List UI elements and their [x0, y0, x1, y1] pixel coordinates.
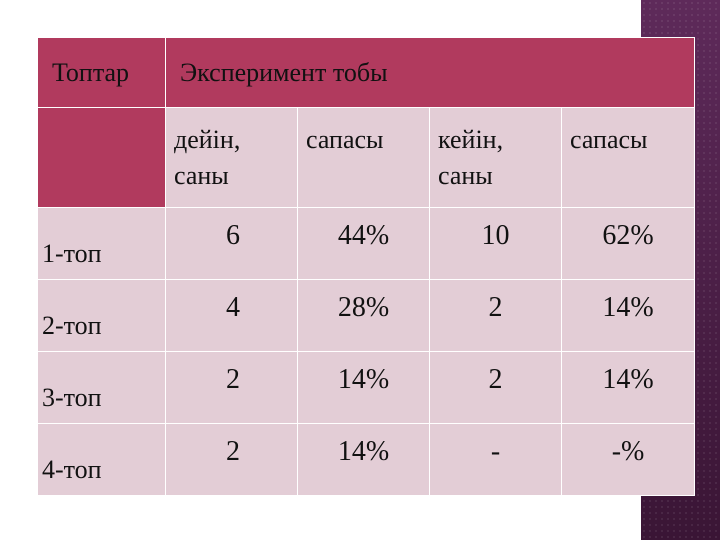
experiment-results-table: Топтар Эксперимент тобы дейін, саны сапа… — [37, 37, 696, 496]
row-1-before-count: 6 — [165, 207, 298, 280]
subheader-before-count: дейін, саны — [165, 107, 298, 208]
row-1-after-count: 10 — [429, 207, 562, 280]
row-label-group-4: 4-топ — [37, 423, 166, 496]
row-2-after-count: 2 — [429, 279, 562, 352]
row-label-group-2: 2-топ — [37, 279, 166, 352]
row-4-before-quality: 14% — [297, 423, 430, 496]
experiment-group-header-cell: Эксперимент тобы — [164, 37, 696, 108]
row-2-before-count: 4 — [165, 279, 298, 352]
row-3-after-count: 2 — [429, 351, 562, 424]
row-4-after-count: - — [429, 423, 562, 496]
groups-header-continuation — [37, 107, 166, 208]
groups-header-label: Топтар — [52, 57, 130, 87]
row-4-before-count: 2 — [165, 423, 298, 496]
row-3-before-quality: 14% — [297, 351, 430, 424]
row-2-before-quality: 28% — [297, 279, 430, 352]
row-1-before-quality: 44% — [297, 207, 430, 280]
groups-header-cell: Топтар — [37, 37, 166, 108]
row-4-after-quality: -% — [560, 423, 696, 496]
subheader-after-count: кейін, саны — [429, 107, 562, 208]
row-2-after-quality: 14% — [560, 279, 696, 352]
row-3-before-count: 2 — [165, 351, 298, 424]
row-3-after-quality: 14% — [560, 351, 696, 424]
experiment-group-header-label: Эксперимент тобы — [180, 57, 388, 87]
row-label-group-1: 1-топ — [37, 207, 166, 280]
row-label-group-3: 3-топ — [37, 351, 166, 424]
subheader-before-quality: сапасы — [297, 107, 430, 208]
subheader-after-quality: сапасы — [560, 107, 696, 208]
row-1-after-quality: 62% — [560, 207, 696, 280]
